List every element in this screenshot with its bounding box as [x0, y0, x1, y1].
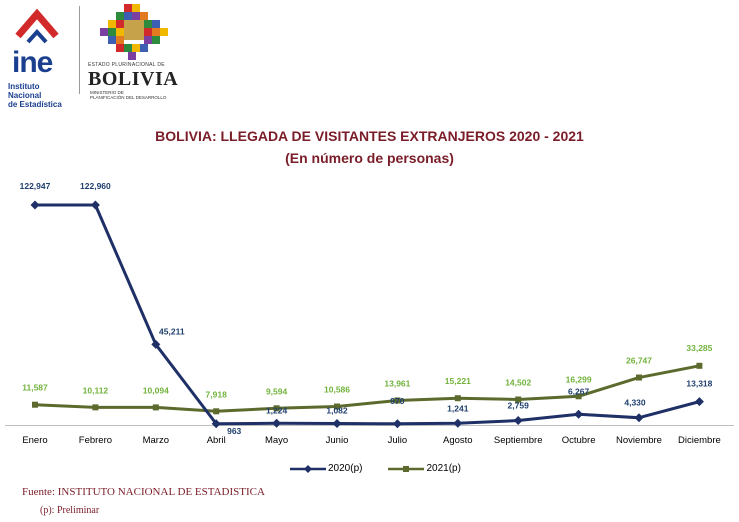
legend-item-2020: 2020(p) — [290, 463, 362, 474]
ine-roof-icon — [15, 8, 59, 44]
data-point-2020 — [211, 419, 221, 429]
data-label-2021: 10,586 — [324, 385, 350, 395]
chart-title-block: BOLIVIA: LLEGADA DE VISITANTES EXTRANJER… — [0, 125, 739, 169]
preliminary-note: (p): Preliminar — [40, 505, 100, 516]
data-point-2020 — [634, 413, 644, 423]
x-tick-label: Agosto — [443, 435, 473, 446]
x-tick-label: Abril — [207, 435, 226, 446]
legend-label-2021: 2021(p) — [426, 463, 461, 474]
data-label-2021: 26,747 — [626, 356, 652, 366]
data-label-2020: 122,960 — [80, 181, 111, 191]
data-label-2021: 13,961 — [384, 378, 410, 388]
data-point-2021 — [152, 404, 159, 411]
data-point-2021 — [515, 396, 522, 403]
ine-logo: ine Instituto Nacional de Estadística — [6, 8, 70, 109]
x-tick-label: Julio — [388, 435, 408, 446]
data-point-2021 — [334, 403, 340, 410]
bolivia-logo: ESTADO PLURINACIONAL DE BOLIVIA MINISTER… — [88, 4, 188, 100]
bolivia-logo-ministry: MINISTERIO DE PLANIFICACIÓN DEL DESARROL… — [90, 90, 167, 100]
chart-subtitle: (En número de personas) — [285, 150, 454, 166]
data-label-2021: 9,594 — [266, 386, 288, 396]
data-label-2021: 11,587 — [22, 383, 48, 393]
series-line-2020 — [34, 203, 700, 426]
line-chart: Enero Febrero Marzo Abril Mayo Junio Julio Agos… — [5, 181, 734, 446]
data-label-2021: 15,221 — [445, 376, 471, 386]
legend-line-square-icon — [388, 465, 425, 472]
data-point-2021 — [394, 397, 401, 404]
data-point-2020 — [694, 397, 704, 407]
x-tick-label: Febrero — [79, 435, 112, 446]
data-label-2020: 13,318 — [686, 379, 712, 389]
data-point-2020 — [453, 418, 463, 428]
x-tick-label: Junio — [326, 435, 349, 446]
bolivia-logo-name: BOLIVIA — [88, 68, 179, 90]
ine-logo-subtitle: Instituto Nacional de Estadística — [8, 82, 62, 109]
legend-line-diamond-icon — [290, 464, 326, 473]
data-point-2020 — [151, 339, 161, 349]
data-label-2021: 16,299 — [566, 374, 592, 384]
x-tick-label: Mayo — [265, 435, 288, 446]
data-label-2020: 1,241 — [447, 403, 469, 413]
data-label-2021: 10,112 — [83, 385, 109, 395]
data-label-2020: 122,947 — [20, 181, 51, 191]
data-point-2021 — [273, 405, 280, 412]
chart-legend: 2020(p) 2021(p) — [290, 463, 461, 474]
data-point-2020 — [574, 409, 584, 419]
source-note: Fuente: INSTITUTO NACIONAL DE ESTADISTIC… — [22, 486, 265, 498]
data-point-2021 — [92, 404, 99, 411]
data-point-2021 — [575, 393, 582, 400]
data-point-2020 — [90, 200, 100, 210]
data-label-2020: 970 — [390, 396, 404, 406]
data-label-2021: 7,918 — [206, 389, 228, 399]
data-label-2020: 2,759 — [508, 401, 530, 411]
data-point-2020 — [30, 200, 40, 210]
data-point-2021 — [32, 401, 38, 408]
chart-title: BOLIVIA: LLEGADA DE VISITANTES EXTRANJER… — [155, 128, 584, 144]
series-line-2021 — [34, 364, 700, 413]
wiphala-seal-icon — [100, 4, 168, 60]
data-point-2020 — [392, 419, 402, 429]
data-point-2021 — [213, 408, 220, 415]
data-point-2021 — [636, 374, 642, 381]
data-point-2020 — [272, 418, 282, 428]
data-label-2020: 963 — [227, 426, 241, 436]
data-point-2021 — [696, 362, 703, 369]
header-divider — [79, 6, 80, 94]
x-tick-label: Septiembre — [494, 435, 543, 446]
data-point-2020 — [332, 419, 342, 429]
data-label-2020: 1,224 — [266, 405, 288, 415]
x-tick-label: Diciembre — [678, 435, 721, 446]
x-tick-label: Octubre — [562, 435, 596, 446]
data-label-2020: 6,267 — [568, 386, 590, 396]
x-tick-label: Marzo — [143, 435, 169, 446]
bolivia-logo-top-text: ESTADO PLURINACIONAL DE — [88, 62, 165, 68]
data-point-2021 — [454, 395, 461, 402]
data-label-2020: 1,082 — [326, 406, 348, 416]
x-tick-label: Noviembre — [616, 435, 662, 446]
legend-item-2021: 2021(p) — [388, 463, 461, 474]
data-label-2021: 14,502 — [505, 377, 531, 387]
x-tick-label: Enero — [22, 435, 47, 446]
data-label-2020: 4,330 — [624, 398, 646, 408]
data-label-2021: 33,285 — [686, 343, 712, 353]
legend-label-2020: 2020(p) — [328, 463, 363, 474]
data-label-2021: 10,094 — [143, 385, 169, 395]
data-point-2020 — [513, 416, 523, 426]
ine-logo-text: ine — [12, 46, 53, 79]
data-label-2020: 45,211 — [159, 326, 185, 336]
